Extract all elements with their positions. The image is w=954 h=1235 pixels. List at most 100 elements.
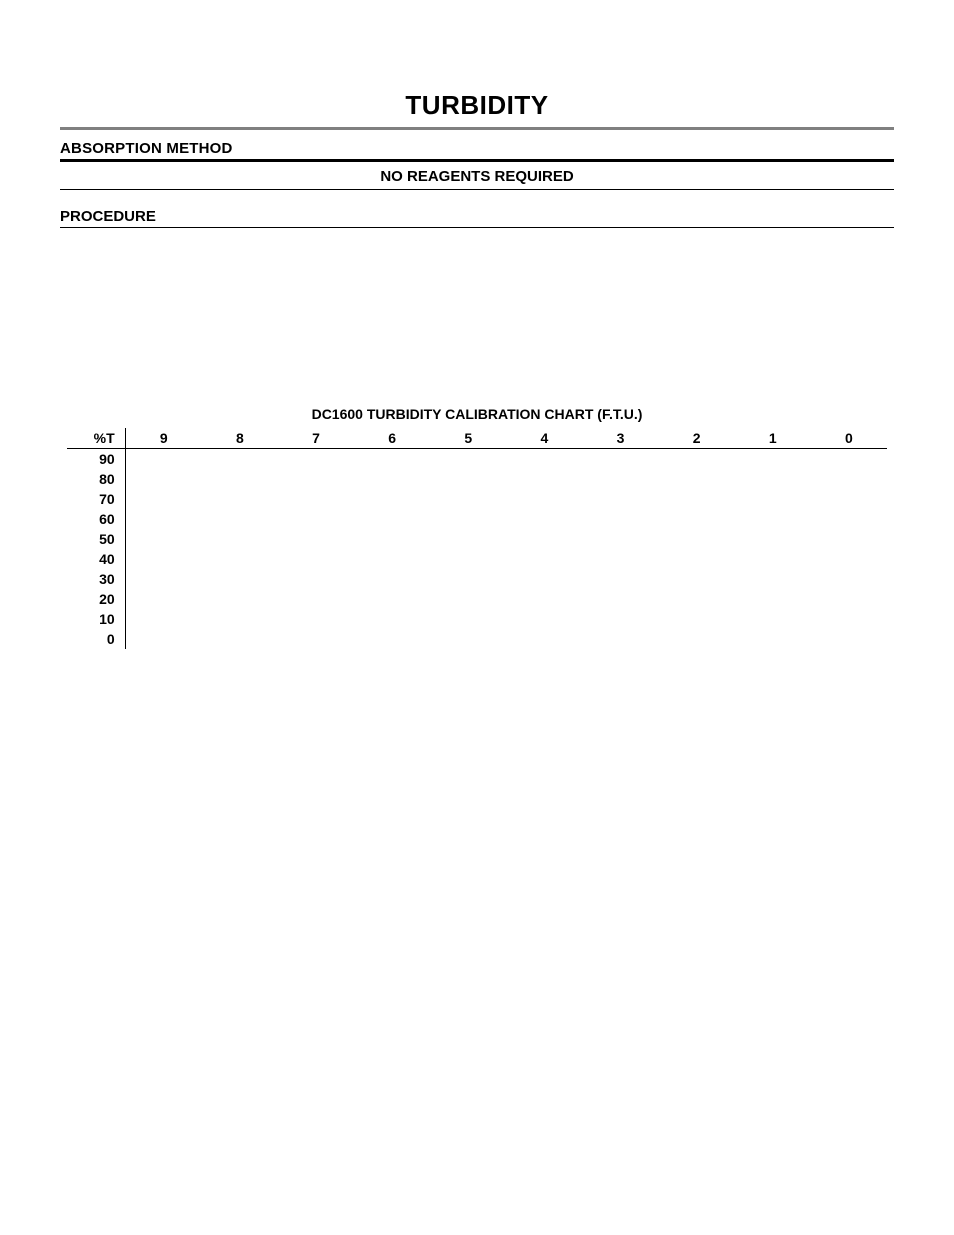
cell [506, 509, 582, 529]
cell [202, 489, 278, 509]
col-h-3: 6 [354, 428, 430, 449]
cell [202, 609, 278, 629]
calibration-chart-title: DC1600 TURBIDITY CALIBRATION CHART (F.T.… [60, 406, 894, 422]
cell [278, 449, 354, 470]
row-label-2: 70 [67, 489, 125, 509]
cell [811, 549, 887, 569]
cell [202, 529, 278, 549]
cell [278, 549, 354, 569]
absorption-method-heading: ABSORPTION METHOD [60, 140, 894, 157]
cell [202, 469, 278, 489]
cell [811, 609, 887, 629]
cell [506, 569, 582, 589]
cell [582, 569, 658, 589]
row-label-0: 90 [67, 449, 125, 470]
cell [354, 529, 430, 549]
cell [811, 469, 887, 489]
cell [430, 529, 506, 549]
row-label-3: 60 [67, 509, 125, 529]
cell [811, 589, 887, 609]
cell [506, 589, 582, 609]
cell [735, 549, 811, 569]
col-h-6: 3 [582, 428, 658, 449]
cell [278, 529, 354, 549]
row-label-8: 10 [67, 609, 125, 629]
cell [430, 569, 506, 589]
cell [811, 529, 887, 549]
cell [735, 589, 811, 609]
cell [582, 589, 658, 609]
cell [125, 569, 202, 589]
thin-divider-1 [60, 189, 894, 190]
cell [202, 549, 278, 569]
table-header-row: %T 9 8 7 6 5 4 3 2 1 0 [67, 428, 887, 449]
cell [430, 489, 506, 509]
cell [735, 469, 811, 489]
cell [278, 589, 354, 609]
col-h-8: 1 [735, 428, 811, 449]
cell [278, 469, 354, 489]
table-row: 10 [67, 609, 887, 629]
page: TURBIDITY ABSORPTION METHOD NO REAGENTS … [0, 0, 954, 649]
row-label-5: 40 [67, 549, 125, 569]
cell [735, 449, 811, 470]
cell [278, 509, 354, 529]
cell [506, 629, 582, 649]
col-h-0: 9 [125, 428, 202, 449]
row-label-6: 30 [67, 569, 125, 589]
cell [506, 449, 582, 470]
col-h-7: 2 [659, 428, 735, 449]
table-row: 50 [67, 529, 887, 549]
cell [125, 509, 202, 529]
cell [125, 549, 202, 569]
cell [582, 449, 658, 470]
cell [506, 489, 582, 509]
cell [430, 509, 506, 529]
cell [430, 609, 506, 629]
cell [202, 589, 278, 609]
cell [354, 489, 430, 509]
cell [202, 629, 278, 649]
row-label-7: 20 [67, 589, 125, 609]
cell [582, 489, 658, 509]
cell [659, 609, 735, 629]
cell [506, 529, 582, 549]
cell [659, 529, 735, 549]
cell [811, 629, 887, 649]
cell [811, 509, 887, 529]
cell [735, 609, 811, 629]
cell [811, 489, 887, 509]
cell [735, 569, 811, 589]
cell [659, 509, 735, 529]
cell [811, 449, 887, 470]
cell [354, 629, 430, 649]
table-row: 60 [67, 509, 887, 529]
row-header-label: %T [67, 428, 125, 449]
cell [735, 509, 811, 529]
cell [354, 509, 430, 529]
cell [125, 609, 202, 629]
cell [202, 569, 278, 589]
cell [735, 489, 811, 509]
cell [125, 489, 202, 509]
cell [125, 589, 202, 609]
cell [582, 609, 658, 629]
cell [811, 569, 887, 589]
cell [659, 589, 735, 609]
cell [278, 629, 354, 649]
row-label-1: 80 [67, 469, 125, 489]
cell [506, 549, 582, 569]
cell [202, 509, 278, 529]
cell [354, 569, 430, 589]
row-label-4: 50 [67, 529, 125, 549]
cell [125, 449, 202, 470]
cell [430, 469, 506, 489]
cell [354, 589, 430, 609]
spacer [60, 246, 894, 406]
cell [125, 529, 202, 549]
table-row: 0 [67, 629, 887, 649]
col-h-9: 0 [811, 428, 887, 449]
table-body: 90 80 [67, 449, 887, 650]
cell [354, 609, 430, 629]
cell [735, 629, 811, 649]
